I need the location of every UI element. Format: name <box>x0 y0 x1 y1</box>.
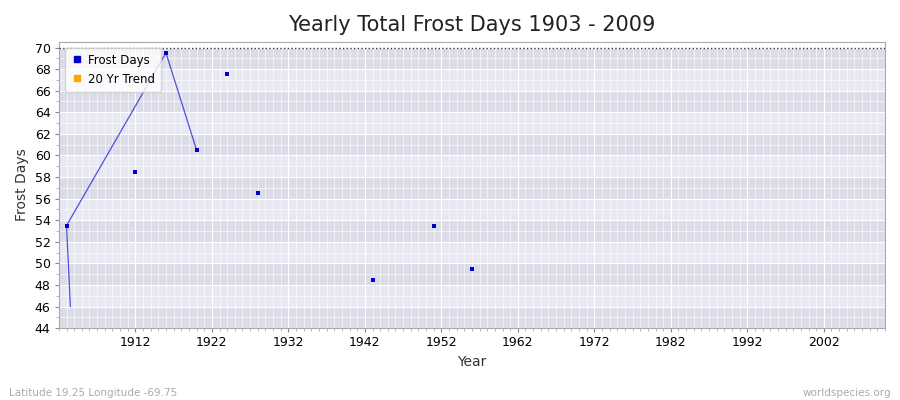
Y-axis label: Frost Days: Frost Days <box>15 149 29 222</box>
Point <box>128 168 142 175</box>
Text: Latitude 19.25 Longitude -69.75: Latitude 19.25 Longitude -69.75 <box>9 388 177 398</box>
Bar <box>58 177 885 199</box>
Point <box>427 222 441 229</box>
Bar <box>58 306 885 328</box>
Bar <box>58 156 885 177</box>
Bar <box>58 220 885 242</box>
Point <box>250 190 265 196</box>
Bar <box>58 263 885 285</box>
Title: Yearly Total Frost Days 1903 - 2009: Yearly Total Frost Days 1903 - 2009 <box>288 15 655 35</box>
Point <box>220 71 234 78</box>
Bar <box>58 112 885 134</box>
Bar <box>58 134 885 156</box>
Text: worldspecies.org: worldspecies.org <box>803 388 891 398</box>
Bar <box>58 91 885 112</box>
Bar <box>58 285 885 306</box>
Point <box>189 147 203 153</box>
Point <box>365 276 380 283</box>
Legend: Frost Days, 20 Yr Trend: Frost Days, 20 Yr Trend <box>65 48 161 92</box>
Bar <box>58 199 885 220</box>
X-axis label: Year: Year <box>457 355 487 369</box>
Bar <box>58 69 885 91</box>
Point <box>464 266 479 272</box>
Point <box>158 50 173 56</box>
Bar <box>58 242 885 263</box>
Bar <box>58 48 885 69</box>
Point <box>59 222 74 229</box>
